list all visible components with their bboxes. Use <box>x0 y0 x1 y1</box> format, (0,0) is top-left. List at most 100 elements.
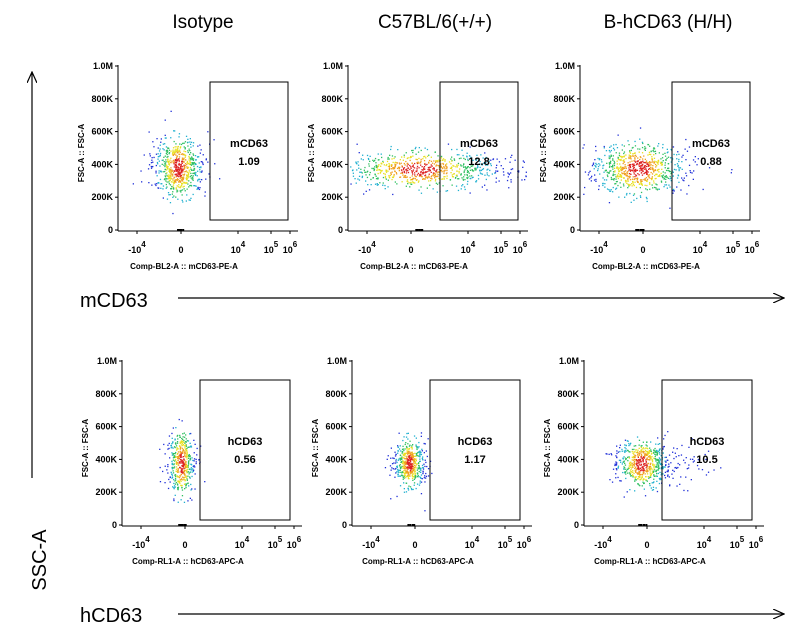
event-dot <box>631 178 634 180</box>
event-dot <box>435 165 437 167</box>
event-dot <box>420 432 423 434</box>
event-dot <box>588 172 590 174</box>
y-tick-label: 400K <box>91 159 113 169</box>
event-dot <box>194 174 197 176</box>
event-dot <box>396 167 399 170</box>
event-dot <box>356 143 358 145</box>
event-dot <box>190 177 192 179</box>
event-dot <box>176 156 178 158</box>
event-dot <box>641 141 644 143</box>
event-dot <box>401 465 403 468</box>
event-dot <box>186 472 188 474</box>
gate <box>661 379 753 521</box>
tick-exponent: 6 <box>523 240 528 249</box>
event-dot <box>630 149 632 152</box>
event-dot <box>636 436 639 438</box>
event-dot <box>403 156 405 158</box>
event-dot <box>178 159 180 161</box>
event-dot <box>686 150 689 152</box>
event-dot <box>170 181 173 183</box>
event-dot <box>621 450 623 452</box>
event-dot <box>645 147 647 149</box>
event-dot <box>608 149 610 152</box>
event-dot <box>173 166 175 168</box>
event-dot <box>180 459 182 461</box>
event-dot <box>186 188 188 190</box>
event-dot <box>495 167 497 169</box>
event-dot <box>643 161 645 164</box>
event-dot <box>195 458 197 461</box>
event-dot <box>182 186 184 188</box>
event-dot <box>651 173 654 175</box>
event-dot <box>479 163 481 165</box>
event-dot <box>632 165 635 167</box>
tick-exponent: 4 <box>707 535 712 544</box>
event-dot <box>614 162 616 164</box>
event-dot <box>638 468 640 471</box>
event-dot <box>679 483 681 485</box>
event-dot <box>186 479 188 481</box>
event-dot <box>688 146 691 148</box>
event-dot <box>628 472 631 474</box>
event-dot <box>181 180 184 182</box>
event-dot <box>373 169 375 172</box>
event-dot <box>435 164 438 166</box>
event-dot <box>451 184 453 186</box>
event-dot <box>651 489 654 491</box>
event-dot <box>171 468 174 470</box>
event-dot <box>633 163 635 165</box>
event-dot <box>172 466 174 469</box>
event-dot <box>181 199 183 201</box>
event-dot <box>183 464 185 466</box>
event-dot <box>640 455 642 458</box>
event-dot <box>602 167 604 169</box>
event-dot <box>195 462 197 465</box>
event-dot <box>720 467 722 469</box>
event-dot <box>180 462 182 464</box>
event-dot <box>176 148 179 150</box>
event-dot <box>616 445 618 447</box>
event-dot <box>649 456 651 458</box>
event-dot <box>199 152 201 154</box>
event-dot <box>149 153 151 155</box>
event-dot <box>185 154 187 157</box>
event-dot <box>390 469 392 471</box>
event-dot <box>626 175 629 177</box>
event-dot <box>179 462 181 464</box>
event-dot <box>408 445 411 447</box>
event-dot <box>179 164 181 166</box>
event-dot <box>646 457 648 459</box>
event-dot <box>621 448 623 451</box>
event-dot <box>413 455 416 457</box>
event-dot <box>731 169 733 171</box>
event-dot <box>411 453 414 456</box>
event-dot <box>176 471 178 473</box>
event-dot <box>652 470 655 473</box>
event-dot <box>668 476 670 478</box>
event-dot <box>403 176 405 178</box>
event-dot <box>669 207 671 209</box>
event-dot <box>625 450 627 452</box>
event-dot <box>179 172 181 174</box>
event-dot <box>620 159 622 162</box>
event-dot <box>416 452 419 454</box>
event-dot <box>183 142 185 144</box>
gate-name: hCD63 <box>690 436 725 448</box>
event-dot <box>175 168 177 170</box>
event-dot <box>423 172 425 174</box>
event-dot <box>168 164 171 166</box>
event-dot <box>180 165 182 167</box>
event-dot <box>640 467 642 469</box>
event-dot <box>633 445 635 447</box>
event-dot <box>595 178 597 181</box>
event-dot <box>411 178 413 181</box>
event-dot <box>420 481 423 483</box>
event-dot <box>632 471 634 474</box>
event-dot <box>443 171 445 173</box>
event-dot <box>185 170 188 172</box>
event-dot <box>680 189 682 191</box>
event-dot <box>655 466 657 468</box>
event-dot <box>665 456 667 458</box>
event-dot <box>521 179 523 181</box>
event-dot <box>177 480 179 482</box>
